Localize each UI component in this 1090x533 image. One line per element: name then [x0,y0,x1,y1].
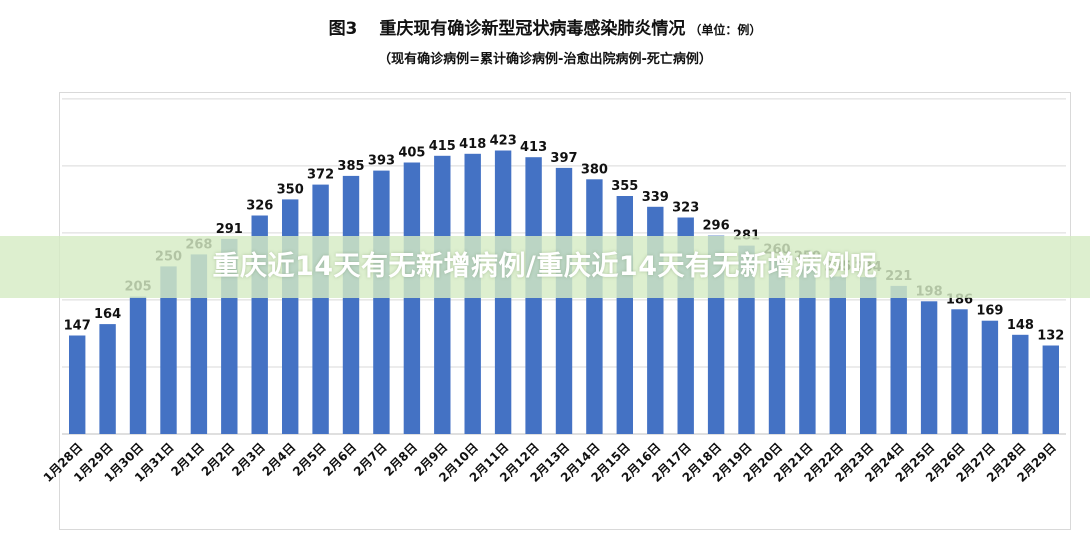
bar-2月15日 [616,196,633,434]
x-tick-label: 2月3日 [229,440,268,479]
bar-2月8日 [403,162,421,434]
bar-2月25日 [920,301,938,434]
x-tick-label: 2月7日 [351,440,390,479]
data-label: 423 [490,134,517,149]
bar-2月4日 [282,199,299,434]
x-tick-label: 2月5日 [290,440,329,479]
bar-1月29日 [99,324,116,434]
data-label: 169 [976,304,1003,319]
bar-1月28日 [69,335,86,434]
bar-2月26日 [951,309,968,434]
x-tick-label: 2月4日 [260,440,299,479]
data-label: 350 [277,182,304,197]
x-tick-label: 2月8日 [381,440,420,479]
data-label: 147 [64,319,91,334]
data-label: 148 [1007,318,1034,333]
chart-title: 重庆现有确诊新型冠状病毒感染肺炎情况 [379,19,686,39]
data-label: 385 [337,159,364,174]
bar-2月1日 [190,254,208,434]
data-label: 296 [703,219,730,234]
data-label: 418 [459,137,486,152]
bar-2月14日 [586,179,603,434]
bar-2月6日 [342,175,360,434]
bar-2月22日 [829,276,846,434]
chart-frame [59,92,1071,530]
x-tick-label: 2月6日 [320,440,359,479]
overlay-banner: 重庆近14天有无新增病例/重庆近14天有无新增病例呢 [0,236,1090,298]
bar-2月20日 [768,259,786,434]
data-label: 164 [94,307,121,322]
x-tick-label: 2月1日 [168,440,207,479]
data-label: 291 [216,222,243,237]
banner-text: 重庆近14天有无新增病例/重庆近14天有无新增病例呢 [212,251,878,282]
data-label: 413 [520,140,547,155]
chart-title-row: 图3 重庆现有确诊新型冠状病毒感染肺炎情况 （单位：例） [0,14,1090,39]
figure-number: 图3 [328,19,358,39]
data-label: 339 [642,190,669,205]
bar-2月5日 [312,184,329,434]
bar-1月30日 [129,296,147,434]
bar-2月27日 [981,320,999,434]
data-label: 405 [398,146,425,161]
data-label: 393 [368,154,395,169]
bar-2月23日 [860,277,877,434]
data-label: 380 [581,162,608,177]
bar-2月29日 [1042,345,1059,434]
bar-2月21日 [799,266,816,434]
data-label: 132 [1037,329,1064,344]
bar-2月7日 [373,170,390,434]
data-label: 397 [550,151,577,166]
data-label: 372 [307,168,334,183]
data-label: 323 [672,201,699,216]
x-tick-label: 2月2日 [199,440,238,479]
chart-subtitle: （现有确诊病例=累计确诊病例-治愈出院病例-死亡病例） [378,52,712,67]
data-label: 415 [429,139,456,154]
chart-unit: （单位：例） [689,23,762,37]
bar-2月13日 [555,167,573,434]
bar-1月31日 [160,266,177,434]
bar-2月24日 [890,285,907,434]
data-label: 355 [611,179,638,194]
bar-2月28日 [1012,334,1029,434]
data-label: 326 [246,199,273,214]
